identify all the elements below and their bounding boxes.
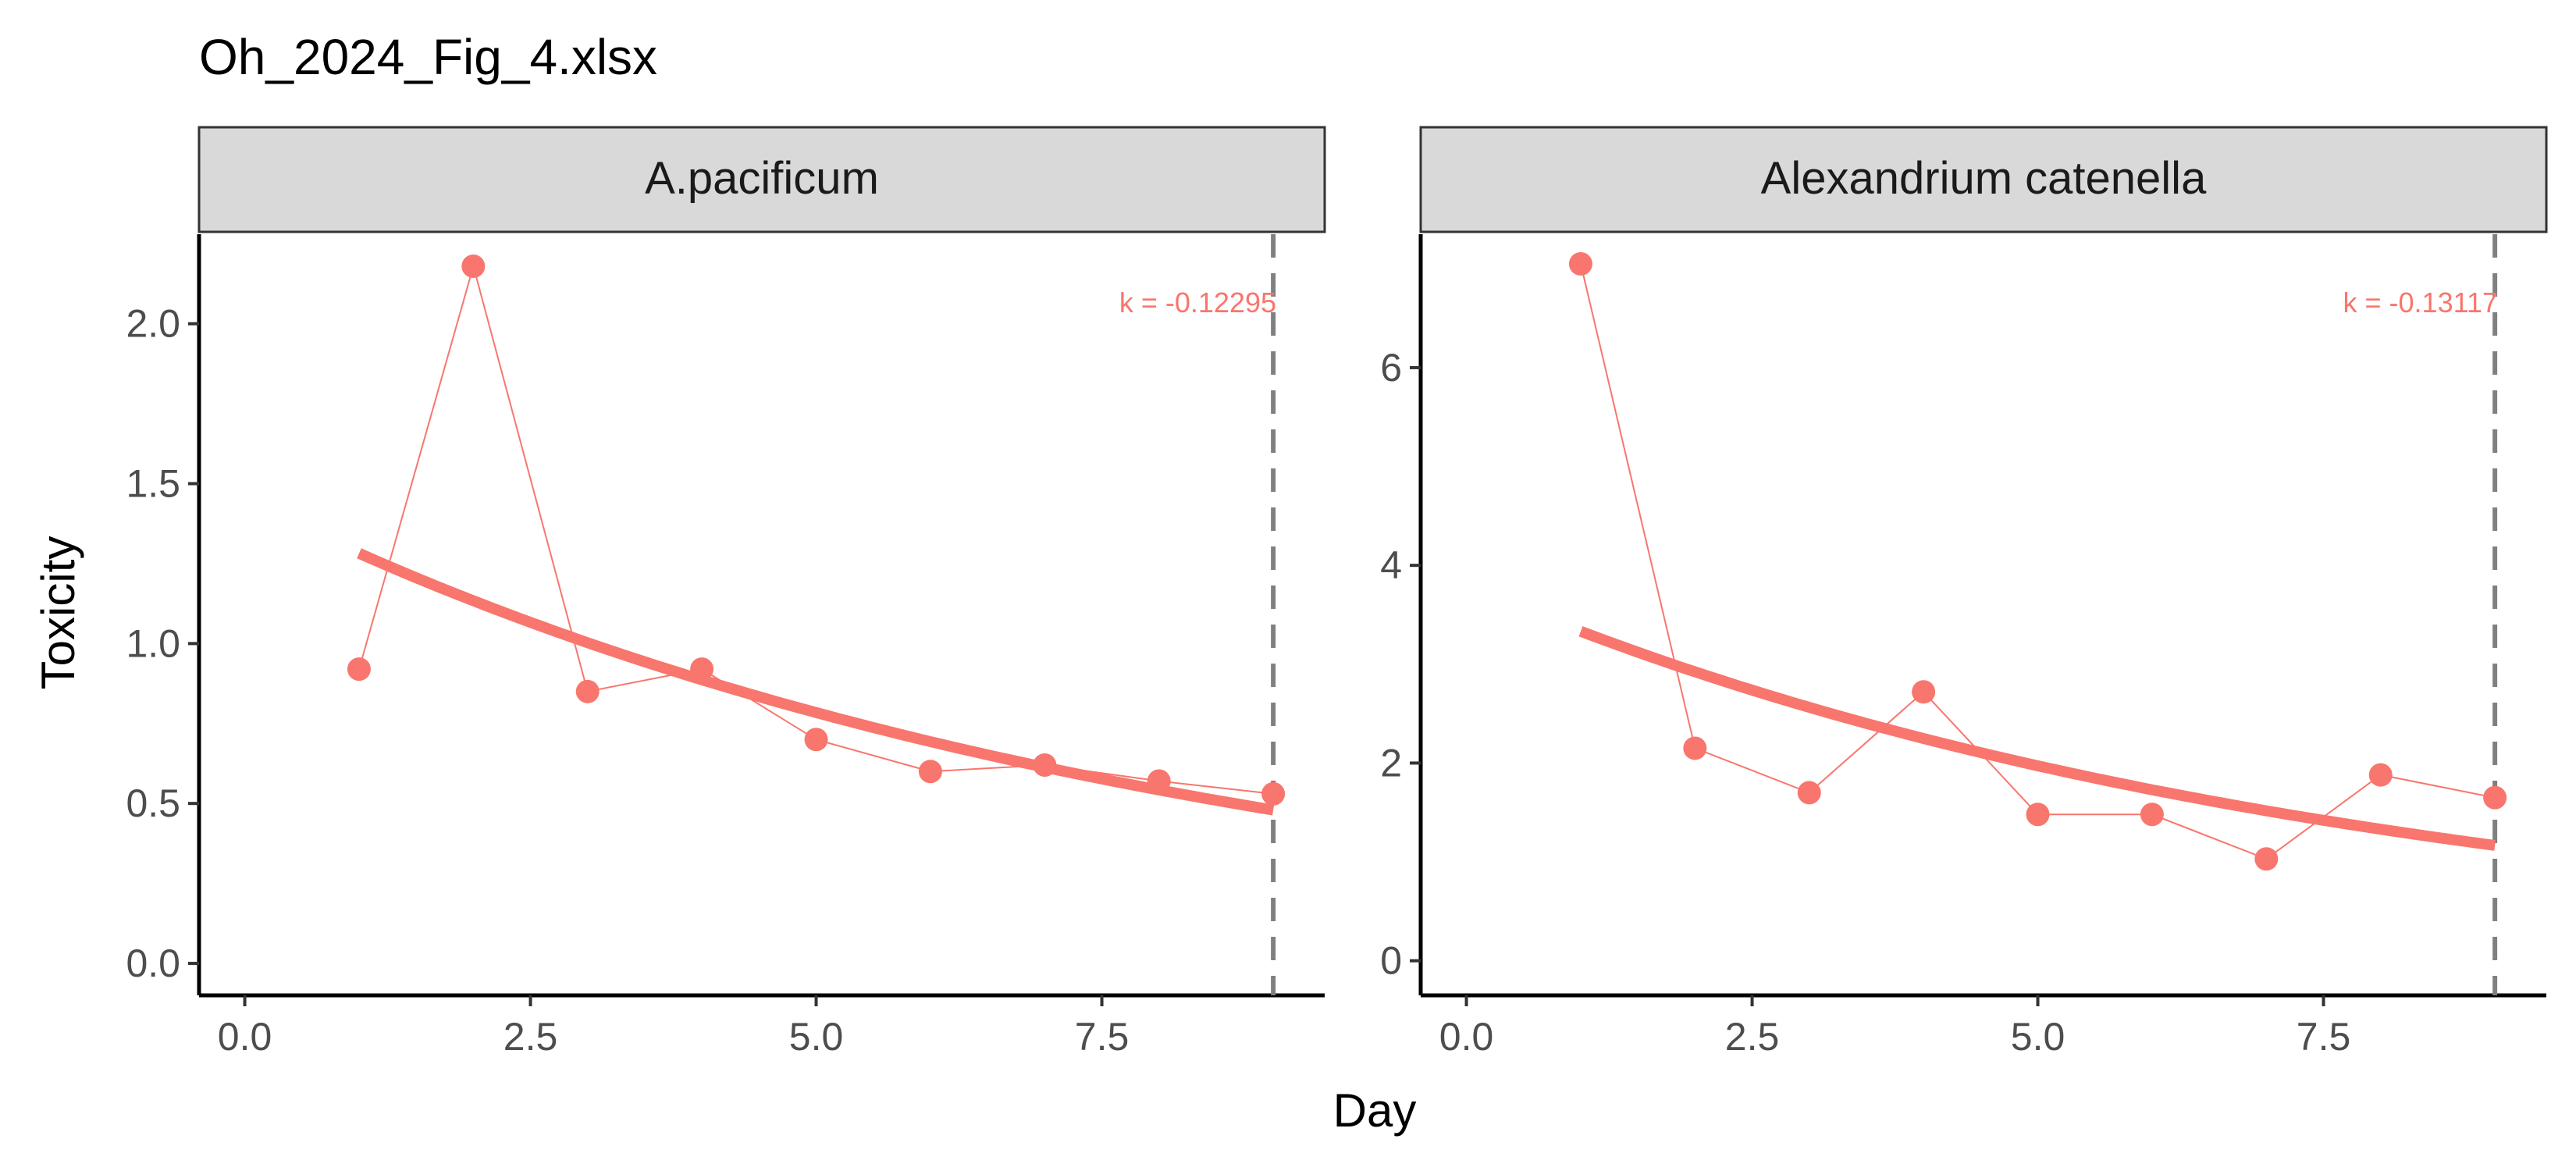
x-tick-label-2-1: 0.0 [1439,1015,1494,1059]
x-tick-label-2-2: 2.5 [1725,1015,1780,1059]
y-tick-label-2-3: 4 [1380,543,1402,587]
y-tick-label-2-2: 2 [1380,741,1402,785]
y-tick-label-2-1: 0 [1380,939,1402,983]
fit-curve-2 [1578,626,2496,851]
x-tick-label-1-2: 2.5 [503,1015,558,1059]
data-point-1-4 [690,657,714,682]
facet-panel-2: Alexandrium catenella 0 2 4 6 0.0 2.5 5.0 7.5 k =… [1380,126,2548,1059]
data-point-1-7 [1033,753,1057,778]
data-point-1-1 [347,657,371,682]
k-annotation-2: k = -0.13117 [2343,287,2498,319]
chart-title: Oh_2024_Fig_4.xlsx [199,29,657,85]
x-axis-title: Day [1333,1084,1417,1137]
k-annotation-1: k = -0.12295 [1119,287,1276,319]
facet-strip-2 [1419,126,2548,233]
y-axis-title: Toxicity [32,536,84,690]
x-tick-label-2-4: 7.5 [2297,1015,2351,1059]
data-point-2-8 [2368,763,2393,787]
facet-strip-label-2: Alexandrium catenella [1761,153,2207,204]
data-point-1-2 [461,254,486,278]
y-tick-label-1-5: 2.0 [126,302,180,346]
facet-panels: A.pacificum 0.0 0.5 1.0 1.5 2.0 0.0 2.5 5.0 7.5 k … [126,126,2548,1059]
data-point-2-4 [1912,680,1936,704]
y-tick-label-2-4: 6 [1380,346,1402,390]
x-tick-label-2-3: 5.0 [2011,1015,2065,1059]
y-tick-label-1-1: 0.0 [126,941,180,985]
data-point-2-2 [1683,736,1707,760]
data-point-2-3 [1797,781,1821,805]
data-point-2-5 [2026,803,2050,827]
x-tick-label-1-3: 5.0 [789,1015,844,1059]
x-tick-label-1-4: 7.5 [1075,1015,1130,1059]
y-tick-label-1-2: 0.5 [126,781,180,825]
x-tick-label-1-1: 0.0 [218,1015,272,1059]
data-point-2-7 [2254,847,2279,871]
data-point-2-6 [2140,803,2164,827]
y-tick-label-1-4: 1.5 [126,462,180,506]
data-point-1-6 [918,760,942,784]
facet-strip-label-1: A.pacificum [645,153,879,204]
y-tick-label-1-3: 1.0 [126,621,180,665]
data-point-2-1 [1568,251,1592,276]
data-point-2-9 [2483,785,2507,810]
data-point-1-3 [575,679,600,703]
data-point-1-8 [1147,769,1171,793]
facet-panel-1: A.pacificum 0.0 0.5 1.0 1.5 2.0 0.0 2.5 5.0 7.5 k … [126,126,1326,1059]
data-point-1-9 [1261,781,1286,806]
fit-curve-1 [357,548,1275,816]
data-point-1-5 [804,728,828,752]
facet-strip-1 [197,126,1326,233]
